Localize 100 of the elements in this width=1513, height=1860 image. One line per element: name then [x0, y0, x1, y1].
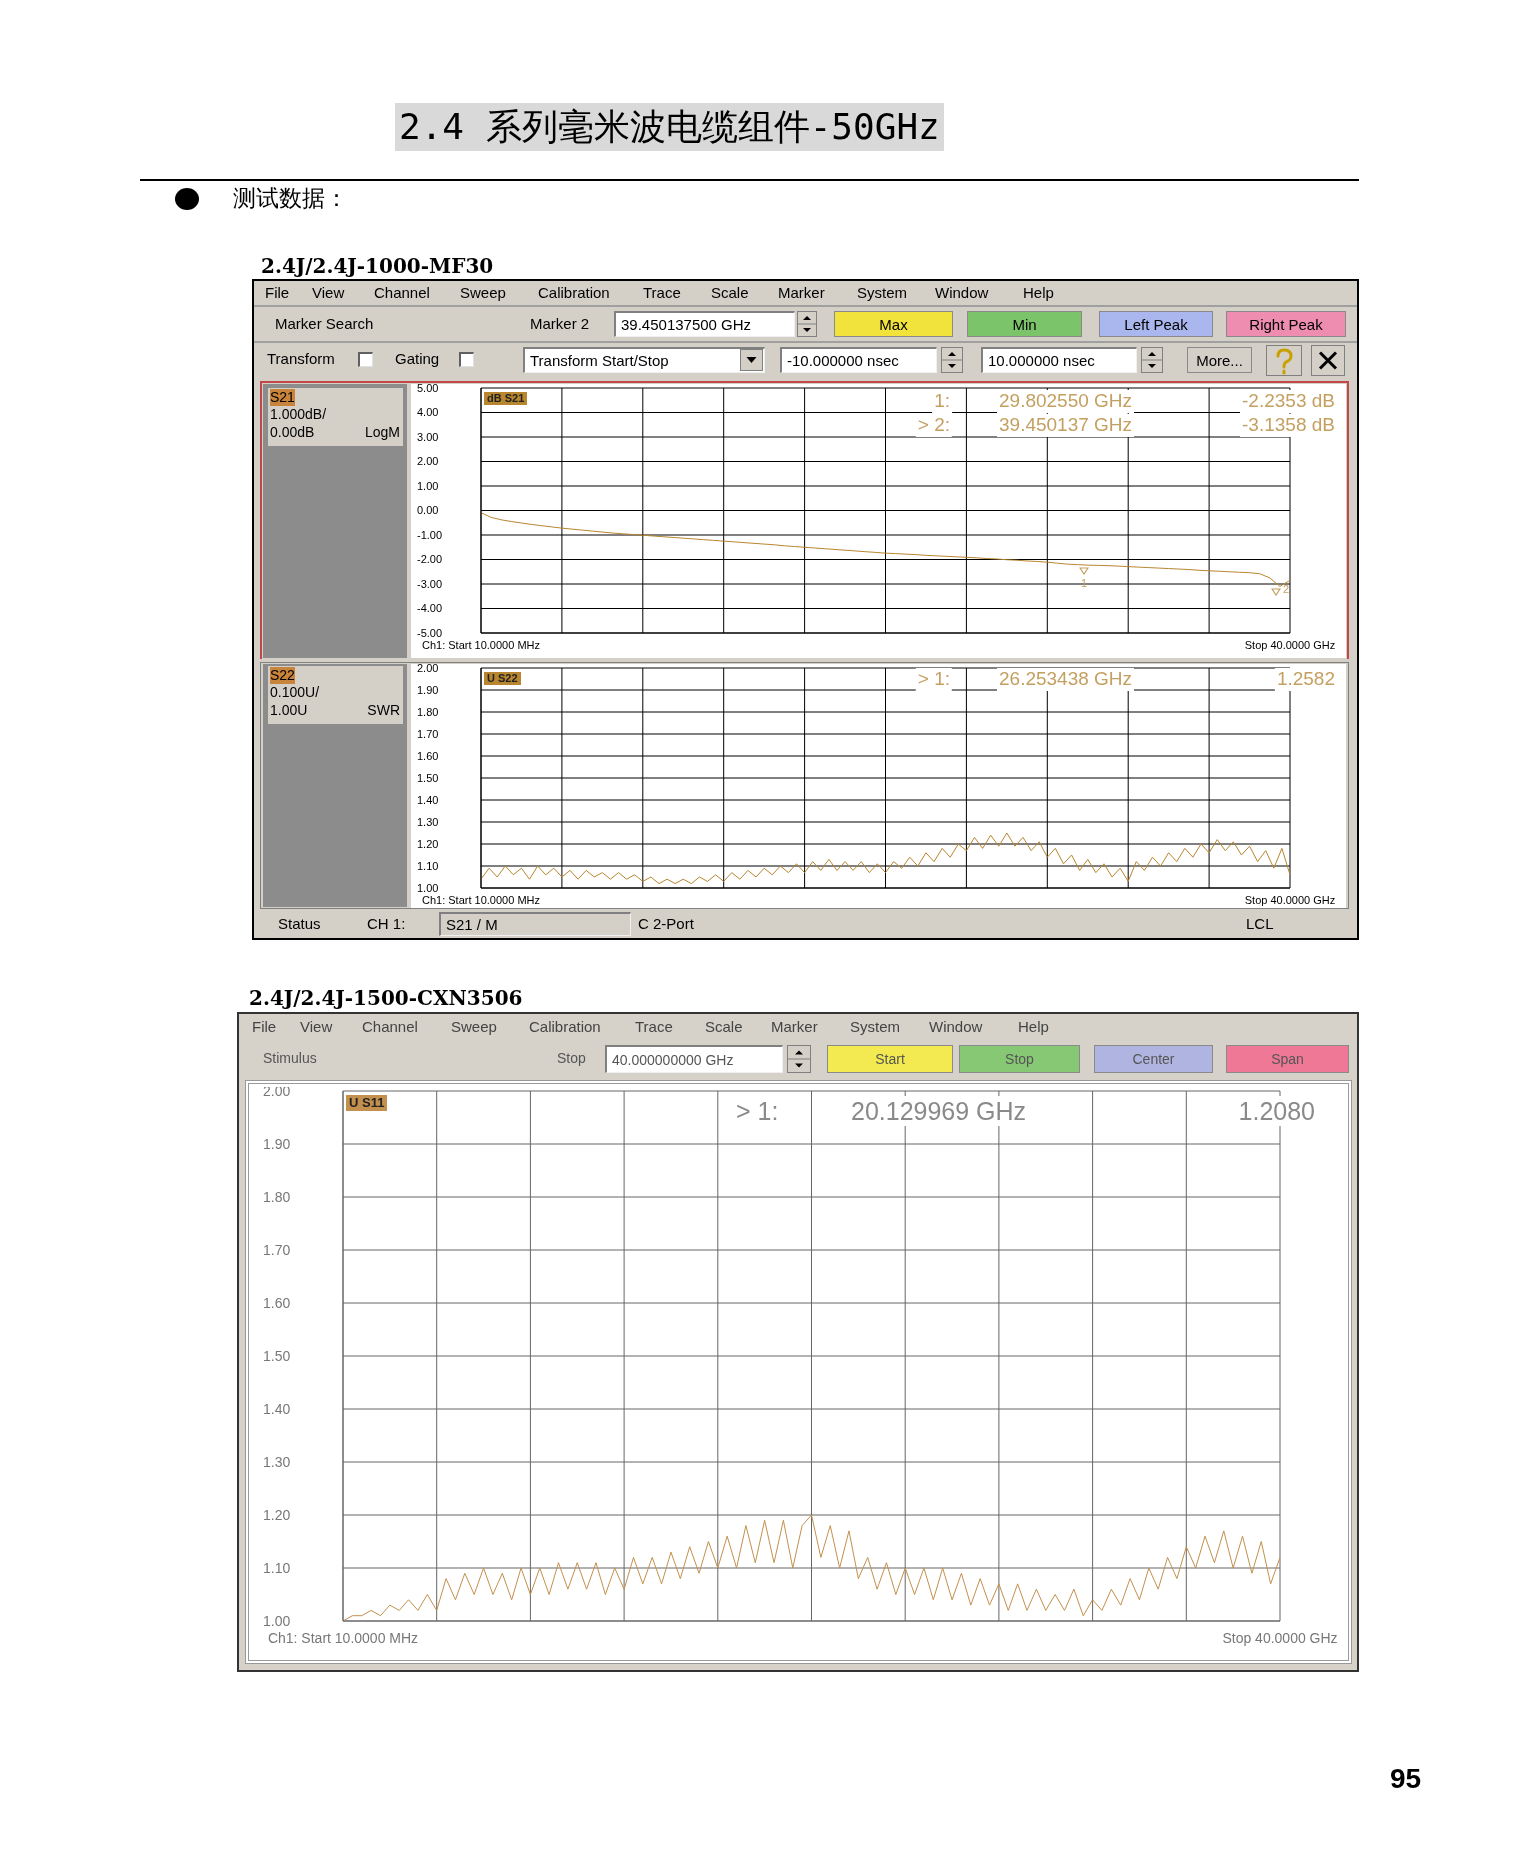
text-field: 40.000000000 GHz — [605, 1045, 783, 1073]
button: Left Peak — [1099, 311, 1213, 337]
annotation: -3.1358 dB — [1240, 414, 1337, 437]
y-tick-label: 1.30 — [263, 1454, 291, 1471]
text: U S11 — [346, 1095, 388, 1111]
text: File — [252, 1018, 277, 1036]
x-tick-label: Ch1: Start 10.0000 MHz — [267, 1629, 419, 1646]
text: Scale — [711, 284, 749, 302]
y-tick-label: 1.50 — [417, 771, 439, 784]
text: Marker 2 — [530, 315, 590, 333]
annotation: > 2: — [915, 414, 952, 437]
text: 1.000dB/ — [270, 406, 327, 423]
text: LogM — [364, 424, 400, 441]
y-tick-label: -5.00 — [417, 626, 443, 639]
text: Gating — [395, 350, 440, 368]
annotation: 1 — [1080, 577, 1088, 591]
text: SWR — [367, 702, 400, 719]
text: 0.100U/ — [270, 684, 320, 701]
y-tick-label: 1.20 — [263, 1507, 291, 1524]
text-field: 10.000000 nsec — [981, 347, 1137, 373]
y-tick-label: -2.00 — [417, 553, 443, 566]
y-tick-label: -4.00 — [417, 602, 443, 615]
y-tick-label: 3.00 — [417, 430, 439, 443]
y-tick-label: 1.00 — [417, 881, 439, 894]
y-tick-label: -1.00 — [417, 528, 443, 541]
text: Sweep — [451, 1018, 497, 1036]
text: 1.00U — [270, 702, 308, 719]
text: LCL — [1246, 915, 1274, 933]
text-field: Transform Start/Stop — [523, 347, 765, 373]
text: View — [300, 1018, 333, 1036]
y-tick-label: 1.90 — [417, 683, 439, 696]
y-tick-label: 1.10 — [263, 1560, 291, 1577]
annotation: 1.2080 — [1236, 1096, 1317, 1126]
text: dB S21 — [484, 392, 528, 406]
text: 95 — [1390, 1762, 1422, 1796]
y-tick-label: 1.40 — [417, 793, 439, 806]
y-tick-label: 1.60 — [417, 749, 439, 762]
text: Transform — [267, 350, 335, 368]
button: Stop — [959, 1045, 1080, 1073]
text-field: 39.450137500 GHz — [614, 311, 795, 337]
y-tick-label: 2.00 — [417, 455, 439, 468]
annotation: 39.450137 GHz — [997, 414, 1135, 437]
text: Sweep — [460, 284, 506, 302]
text: Help — [1018, 1018, 1049, 1036]
y-tick-label: 0.00 — [417, 504, 439, 517]
y-tick-label: 1.40 — [263, 1401, 291, 1418]
button: More... — [1187, 347, 1252, 373]
y-tick-label: 1.00 — [417, 479, 439, 492]
y-tick-label: 1.00 — [263, 1613, 291, 1630]
text: View — [312, 284, 345, 302]
text: File — [265, 284, 290, 302]
text: 2.4 系列毫米波电缆组件-50GHz — [395, 103, 944, 151]
text: Marker Search — [275, 315, 374, 333]
text: C 2-Port — [638, 915, 694, 933]
annotation: 2 — [1283, 583, 1290, 597]
y-tick-label: 1.80 — [263, 1189, 291, 1206]
y-tick-label: 2.00 — [417, 661, 439, 674]
y-tick-label: 1.90 — [263, 1136, 291, 1153]
y-tick-label: 1.70 — [417, 727, 439, 740]
annotation: 26.253438 GHz — [997, 668, 1135, 691]
button: Center — [1094, 1045, 1213, 1073]
y-tick-label: 1.80 — [417, 705, 439, 718]
text: Calibration — [529, 1018, 601, 1036]
x-tick-label: Ch1: Start 10.0000 MHz — [421, 639, 541, 652]
chart-title: 2.4J/2.4J-1500-CXN3506 — [249, 986, 523, 1010]
annotation: -2.2353 dB — [1240, 390, 1337, 413]
button: Start — [827, 1045, 953, 1073]
text-field: -10.000000 nsec — [780, 347, 937, 373]
text: CH 1: — [367, 915, 406, 933]
text: U S22 — [484, 672, 521, 686]
y-tick-label: 1.10 — [417, 859, 439, 872]
annotation: > 1: — [915, 668, 952, 691]
chart-title: 2.4J/2.4J-1000-MF30 — [261, 254, 494, 278]
y-tick-label: 1.70 — [263, 1242, 291, 1259]
y-tick-label: 1.50 — [263, 1348, 291, 1365]
y-tick-label: 1.20 — [417, 837, 439, 850]
annotation: 29.802550 GHz — [997, 390, 1135, 413]
text: Scale — [705, 1018, 743, 1036]
y-tick-label: 2.00 — [263, 1083, 291, 1100]
text: Status — [278, 915, 321, 933]
text: Trace — [643, 284, 681, 302]
y-tick-label: -3.00 — [417, 577, 443, 590]
annotation: > 1: — [734, 1096, 781, 1126]
y-tick-label: 1.60 — [263, 1295, 291, 1312]
text: Stop — [557, 1050, 586, 1067]
text: Marker — [778, 284, 825, 302]
x-tick-label: Ch1: Start 10.0000 MHz — [421, 894, 541, 907]
text: Channel — [362, 1018, 418, 1036]
text: 测试数据： — [233, 185, 348, 213]
text: Calibration — [538, 284, 610, 302]
y-tick-label: 4.00 — [417, 406, 439, 419]
text: 0.00dB — [270, 424, 315, 441]
x-tick-label: Stop 40.0000 GHz — [1222, 1629, 1338, 1646]
button: Span — [1226, 1045, 1349, 1073]
text: Trace — [635, 1018, 673, 1036]
x-tick-label: Stop 40.0000 GHz — [1244, 639, 1336, 652]
text: S22 — [270, 667, 295, 684]
text: Marker — [771, 1018, 818, 1036]
x-tick-label: Stop 40.0000 GHz — [1244, 894, 1336, 907]
text: System — [857, 284, 908, 302]
